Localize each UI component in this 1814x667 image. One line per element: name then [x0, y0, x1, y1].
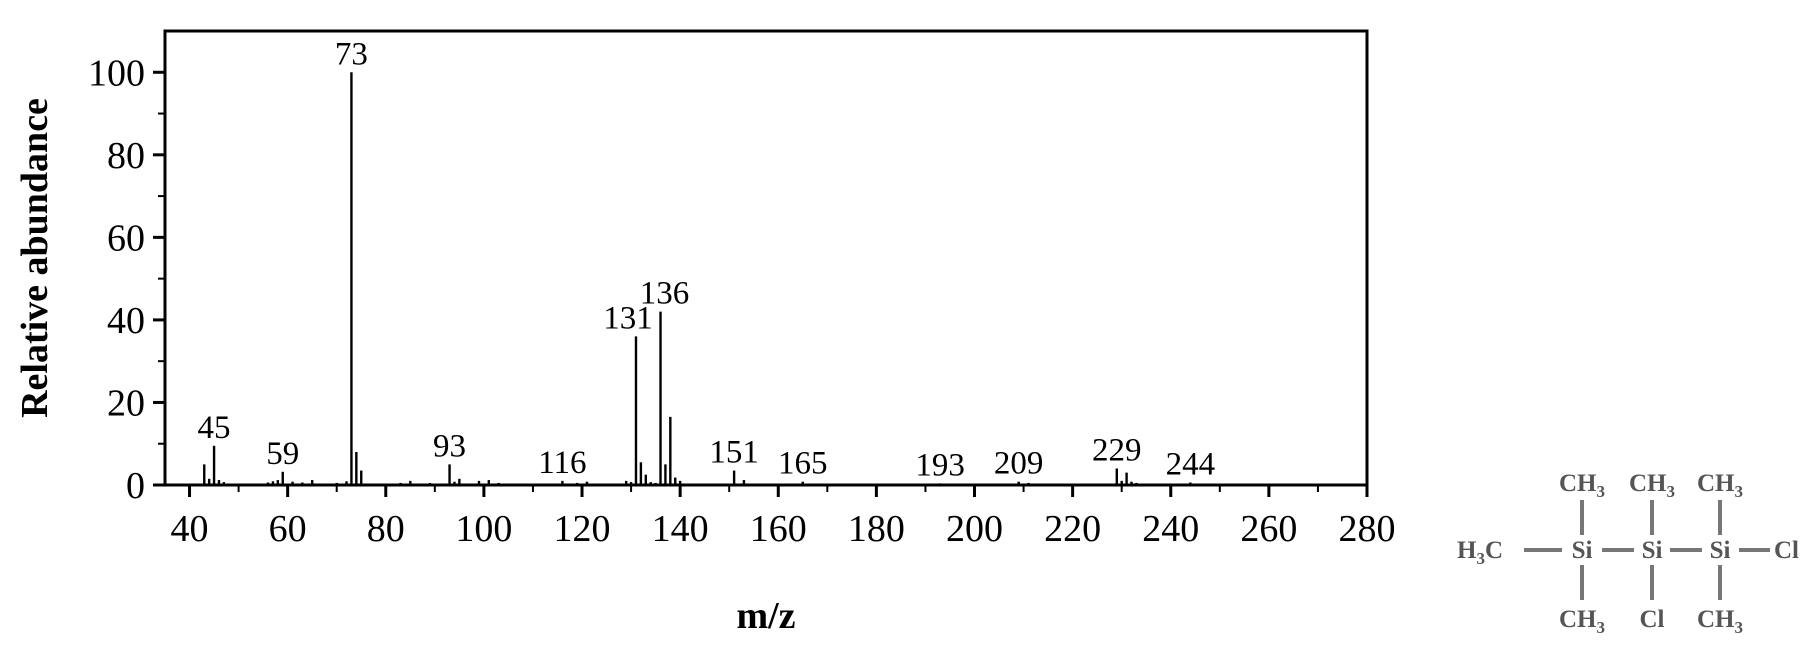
- peak-label: 151: [709, 435, 759, 471]
- spectrum-peaks: [203, 72, 1192, 485]
- right-group: Cl: [1774, 537, 1799, 564]
- peak-label: 209: [994, 446, 1044, 482]
- peak-label: 131: [603, 300, 653, 336]
- left-group: H3C: [1457, 537, 1503, 568]
- x-tick-label: 140: [652, 508, 709, 550]
- y-tick-label: 60: [107, 217, 145, 259]
- y-tick-label: 40: [107, 300, 145, 342]
- peak-label: 193: [915, 447, 965, 483]
- peak-label: 93: [433, 428, 466, 464]
- peak-label: 45: [198, 410, 231, 446]
- x-tick-label: 200: [946, 508, 1003, 550]
- x-tick-label: 80: [367, 508, 405, 550]
- peak-label: 244: [1166, 447, 1216, 483]
- si-atom-1: Si: [1572, 537, 1593, 564]
- top-group-3: CH3: [1697, 470, 1743, 501]
- bottom-group-2: Cl: [1640, 606, 1665, 633]
- x-tick-label: 280: [1339, 508, 1396, 550]
- si-atom-3: Si: [1710, 537, 1731, 564]
- x-axis-title: m/z: [736, 595, 795, 637]
- peak-label: 165: [778, 446, 828, 482]
- peak-label: 73: [335, 36, 368, 72]
- top-group-1: CH3: [1559, 470, 1605, 501]
- y-axis-tick-labels: 0 20 40 60 80 100: [88, 52, 145, 507]
- bottom-group-3: CH3: [1697, 606, 1743, 637]
- x-tick-label: 240: [1142, 508, 1199, 550]
- bottom-group-1: CH3: [1559, 606, 1605, 637]
- x-tick-label: 60: [269, 508, 307, 550]
- y-tick-label: 80: [107, 135, 145, 177]
- peak-label: 136: [640, 276, 690, 312]
- peak-label: 229: [1092, 432, 1142, 468]
- mass-spectrum-chart: 40 60 80 100 120 140 160 180 200 220 240 260 280 0 20…: [14, 29, 1396, 637]
- x-tick-label: 260: [1240, 508, 1297, 550]
- y-tick-label: 20: [107, 382, 145, 424]
- plot-frame: [163, 29, 1369, 487]
- y-tick-label: 0: [126, 465, 145, 507]
- y-axis-title: Relative abundance: [14, 98, 56, 418]
- x-tick-label: 100: [455, 508, 512, 550]
- y-tick-label: 100: [88, 52, 145, 94]
- peak-label: 59: [266, 436, 299, 472]
- x-tick-label: 180: [848, 508, 905, 550]
- y-axis-ticks: [153, 70, 165, 487]
- x-tick-label: 220: [1044, 508, 1101, 550]
- si-atom-2: Si: [1642, 537, 1663, 564]
- x-tick-label: 160: [750, 508, 807, 550]
- x-tick-label: 40: [171, 508, 209, 550]
- x-axis-ticks: [188, 485, 1369, 497]
- peak-label: 116: [538, 445, 586, 481]
- x-axis-tick-labels: 40 60 80 100 120 140 160 180 200 220 240 260 280: [171, 508, 1396, 550]
- top-group-2: CH3: [1629, 470, 1675, 501]
- x-tick-label: 120: [554, 508, 611, 550]
- chemical-structure: CH3 CH3 CH3 H3C Si Si Si Cl CH3 Cl CH3: [1457, 470, 1799, 637]
